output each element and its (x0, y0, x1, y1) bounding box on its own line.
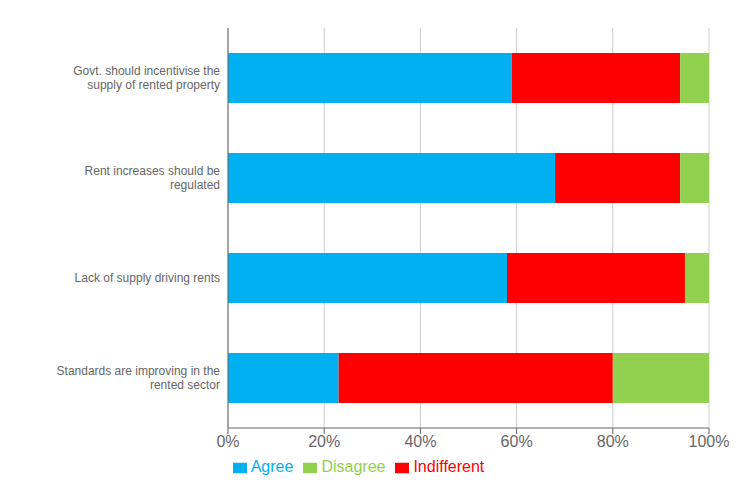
svg-text:Govt. should incentivise thesu: Govt. should incentivise thesupply of re… (73, 64, 220, 92)
svg-text:0%: 0% (216, 433, 239, 450)
svg-text:20%: 20% (308, 433, 340, 450)
html-text:Disagree: Disagree (321, 458, 386, 475)
svg-text:40%: 40% (404, 433, 436, 450)
svg-text:60%: 60% (501, 433, 533, 450)
svg-text:Rent increases should beregula: Rent increases should beregulated (85, 164, 221, 192)
html-text:Agree: Agree (250, 458, 294, 475)
html-text:Indifferent: Indifferent (413, 458, 485, 475)
svg-text:100%: 100% (689, 433, 730, 450)
svg-text:80%: 80% (597, 433, 629, 450)
svg-text:Lack of supply driving rents: Lack of supply driving rents (75, 271, 220, 285)
svg-text:Standards are improving in the: Standards are improving in therented sec… (57, 364, 221, 392)
